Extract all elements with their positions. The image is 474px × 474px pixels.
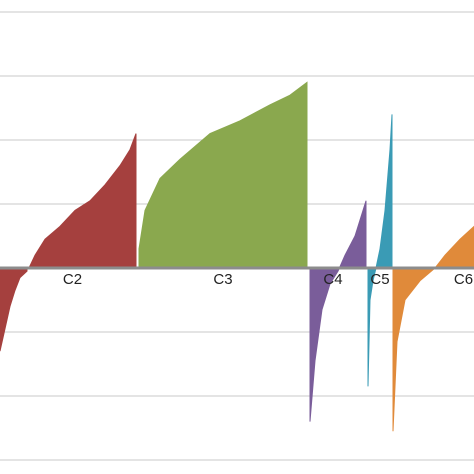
cluster-area	[138, 81, 308, 269]
cluster-area	[0, 267, 28, 352]
cluster-area	[392, 225, 474, 432]
cluster-label: C3	[213, 271, 232, 288]
cluster-label: C4	[323, 271, 342, 288]
cluster-area	[309, 200, 367, 422]
cluster-label: C6	[454, 271, 473, 288]
cluster-area	[28, 133, 137, 269]
cluster-area	[367, 114, 393, 387]
cluster-label: C5	[370, 271, 389, 288]
cluster-label: C2	[63, 271, 82, 288]
